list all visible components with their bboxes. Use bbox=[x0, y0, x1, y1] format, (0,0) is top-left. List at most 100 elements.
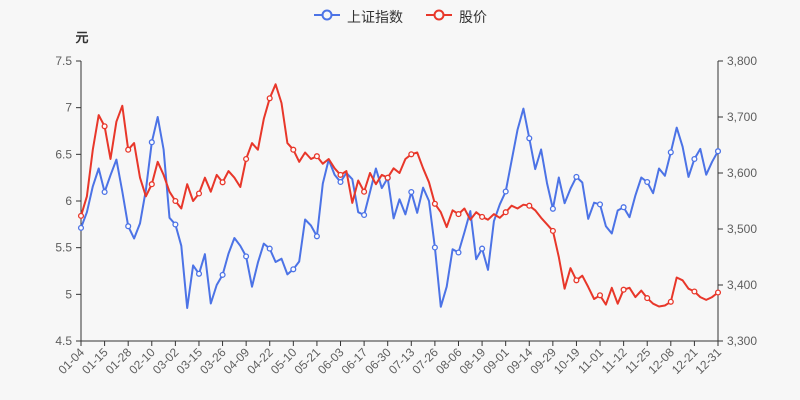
x-axis-tick-label: 12-08 bbox=[645, 345, 677, 377]
sse-index-marker bbox=[313, 233, 320, 240]
stock-price-marker bbox=[502, 209, 509, 216]
stock-price-marker bbox=[526, 202, 533, 209]
stock-price-legend-marker-icon bbox=[425, 8, 453, 27]
x-axis-tick-label: 07-13 bbox=[386, 345, 418, 377]
x-axis-tick-label: 01-15 bbox=[79, 345, 111, 377]
left-axis-unit-label: 元 bbox=[75, 30, 89, 45]
sse-index-marker bbox=[714, 148, 722, 155]
stock-price-marker bbox=[313, 153, 320, 160]
stock-price-marker bbox=[195, 190, 203, 197]
legend-label-stock-price: 股价 bbox=[459, 9, 487, 25]
stock-price-marker bbox=[172, 197, 179, 205]
sse-index-marker bbox=[431, 244, 438, 251]
x-axis-tick-label: 03-26 bbox=[197, 345, 229, 377]
x-axis-tick-label: 10-19 bbox=[551, 345, 583, 377]
x-axis-tick-label: 12-21 bbox=[669, 345, 701, 377]
x-axis-tick-label: 04-09 bbox=[221, 345, 253, 377]
stock-price-marker bbox=[596, 292, 604, 299]
x-axis-tick-label: 09-14 bbox=[504, 345, 536, 377]
stock-price-marker bbox=[644, 295, 651, 302]
legend-item-stock-price[interactable]: 股价 bbox=[425, 7, 487, 27]
stock-price-marker bbox=[573, 277, 580, 284]
stock-price-marker bbox=[125, 146, 132, 153]
sse-index-marker bbox=[502, 188, 509, 195]
x-axis-tick-label: 05-10 bbox=[268, 345, 300, 377]
stock-price-marker bbox=[77, 212, 85, 219]
y-axis-right-tick-label: 3,600 bbox=[727, 166, 757, 180]
sse-index-marker bbox=[290, 266, 297, 273]
sse-index-marker bbox=[195, 270, 203, 277]
x-axis-tick-label: 01-04 bbox=[56, 345, 88, 377]
y-axis-right-tick-label: 3,500 bbox=[727, 222, 757, 236]
x-axis-tick-label: 02-10 bbox=[126, 345, 158, 377]
y-axis-left-tick-label: 6.5 bbox=[55, 147, 72, 161]
stock-price-marker bbox=[361, 188, 368, 195]
stock-price-marker bbox=[243, 155, 250, 163]
sse-index-marker bbox=[243, 253, 250, 260]
stock-price-marker bbox=[455, 211, 462, 218]
x-axis-tick-label: 08-19 bbox=[457, 345, 489, 377]
x-axis-tick-label: 01-28 bbox=[103, 345, 135, 377]
x-axis-tick-label: 06-30 bbox=[362, 345, 394, 377]
x-axis-tick-label: 05-21 bbox=[291, 345, 323, 377]
sse-index-marker bbox=[408, 188, 415, 196]
stock-price-marker bbox=[384, 174, 391, 181]
sse-index-marker bbox=[596, 201, 604, 208]
stock-price-marker bbox=[479, 213, 486, 220]
x-axis-tick-label: 04-22 bbox=[244, 345, 276, 377]
sse-index-marker bbox=[101, 188, 108, 196]
x-axis-tick-label: 11-12 bbox=[599, 345, 630, 376]
x-axis-tick-label: 07-26 bbox=[409, 345, 441, 377]
y-axis-left-tick-label: 4.5 bbox=[55, 334, 72, 348]
sse-index-marker bbox=[644, 178, 651, 186]
sse-index-line bbox=[80, 107, 719, 309]
sse-index-marker bbox=[148, 139, 155, 146]
legend: 上证指数 股价 bbox=[0, 7, 800, 27]
x-axis-tick-label: 11-01 bbox=[575, 345, 606, 376]
x-axis-tick-label: 09-01 bbox=[480, 345, 512, 377]
x-axis-tick-label: 06-17 bbox=[339, 345, 371, 377]
stock-price-marker bbox=[431, 200, 438, 207]
x-axis-tick-label: 06-03 bbox=[315, 345, 347, 377]
legend-label-sse-index: 上证指数 bbox=[347, 9, 403, 25]
stock-price-marker bbox=[290, 146, 297, 153]
stock-price-marker bbox=[620, 286, 627, 293]
sse-index-marker bbox=[337, 178, 344, 186]
stock-price-marker bbox=[691, 288, 698, 295]
y-axis-right-tick-label: 3,800 bbox=[727, 54, 757, 68]
legend-item-sse-index[interactable]: 上证指数 bbox=[313, 7, 403, 27]
y-axis-right-tick-label: 3,300 bbox=[727, 334, 757, 348]
stock-price-marker bbox=[549, 227, 556, 234]
stock-price-marker bbox=[219, 179, 226, 186]
y-axis-right-tick-label: 3,400 bbox=[727, 278, 757, 292]
sse-index-marker bbox=[526, 135, 533, 142]
sse-index-marker bbox=[620, 204, 627, 211]
sse-index-marker bbox=[172, 221, 179, 228]
stock-price-marker bbox=[667, 298, 674, 305]
stock-price-marker bbox=[148, 181, 155, 188]
y-axis-left-tick-label: 7.5 bbox=[55, 54, 72, 68]
sse-index-marker bbox=[667, 149, 674, 156]
sse-index-marker bbox=[361, 211, 368, 219]
sse-index-marker bbox=[479, 245, 486, 252]
y-axis-left-tick-label: 5 bbox=[65, 287, 72, 301]
sse-index-marker bbox=[549, 205, 556, 212]
x-axis-tick-label: 03-15 bbox=[173, 345, 205, 377]
stock-price-marker bbox=[266, 95, 273, 102]
stock-price-marker bbox=[408, 151, 415, 158]
sse-index-marker bbox=[455, 249, 462, 256]
sse-index-marker bbox=[266, 245, 273, 252]
stock-price-marker bbox=[714, 289, 722, 296]
x-axis-tick-label: 12-31 bbox=[693, 345, 725, 377]
x-axis-tick-label: 03-02 bbox=[150, 345, 182, 377]
y-axis-right-tick-label: 3,700 bbox=[727, 110, 757, 124]
sse-index-marker bbox=[219, 271, 226, 278]
y-axis-left-tick-label: 6 bbox=[65, 194, 72, 208]
sse-index-marker bbox=[125, 223, 132, 230]
stock-price-marker bbox=[101, 123, 108, 130]
sse-index-marker bbox=[77, 224, 85, 231]
y-axis-left-tick-label: 5.5 bbox=[55, 241, 72, 255]
y-axis-left-tick-label: 7 bbox=[65, 101, 72, 115]
